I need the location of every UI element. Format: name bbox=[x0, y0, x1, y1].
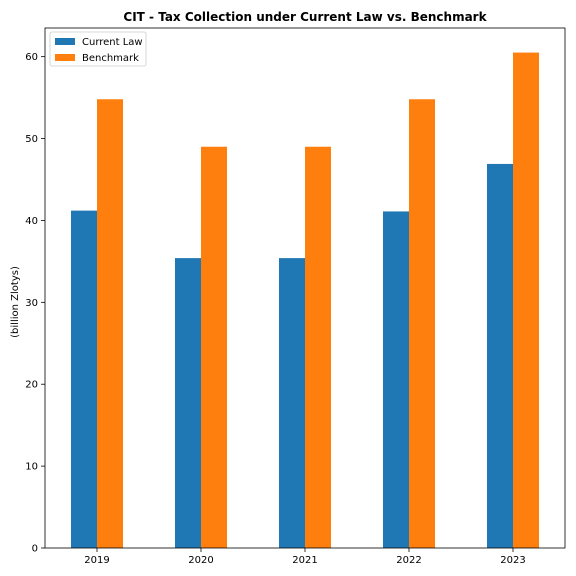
y-tick-label: 40 bbox=[25, 216, 38, 227]
bar-current-law-2020 bbox=[175, 258, 201, 548]
x-tick-label: 2022 bbox=[396, 555, 421, 566]
x-tick-label: 2020 bbox=[188, 555, 213, 566]
y-tick-label: 60 bbox=[25, 52, 38, 63]
bar-current-law-2021 bbox=[279, 258, 305, 548]
y-tick-label: 10 bbox=[25, 462, 38, 473]
x-tick-label: 2019 bbox=[84, 555, 109, 566]
x-tick-label: 2021 bbox=[292, 555, 317, 566]
bar-benchmark-2020 bbox=[201, 146, 227, 548]
bar-benchmark-2019 bbox=[97, 99, 123, 549]
legend-label: Benchmark bbox=[82, 53, 139, 64]
bar-current-law-2019 bbox=[71, 210, 97, 548]
y-tick-label: 50 bbox=[25, 134, 38, 145]
chart-title: CIT - Tax Collection under Current Law v… bbox=[123, 10, 487, 24]
y-tick-label: 0 bbox=[32, 544, 38, 555]
legend-label: Current Law bbox=[82, 37, 143, 48]
y-tick-label: 30 bbox=[25, 298, 38, 309]
bar-benchmark-2022 bbox=[409, 99, 435, 549]
x-tick-label: 2023 bbox=[500, 555, 525, 566]
plot-area: 0 10 20 30 40 50 60 2019 2020 2021 2022 2023 bbox=[25, 27, 566, 566]
bar-benchmark-2021 bbox=[305, 146, 331, 548]
bar-current-law-2022 bbox=[383, 211, 409, 548]
legend: Current Law Benchmark bbox=[49, 31, 147, 67]
legend-swatch bbox=[55, 38, 75, 45]
y-tick-label: 20 bbox=[25, 380, 38, 391]
legend-swatch bbox=[55, 54, 75, 61]
y-axis-label: (billion Zlotys) bbox=[10, 266, 21, 338]
bar-current-law-2023 bbox=[487, 163, 513, 548]
bar-benchmark-2023 bbox=[513, 52, 539, 549]
